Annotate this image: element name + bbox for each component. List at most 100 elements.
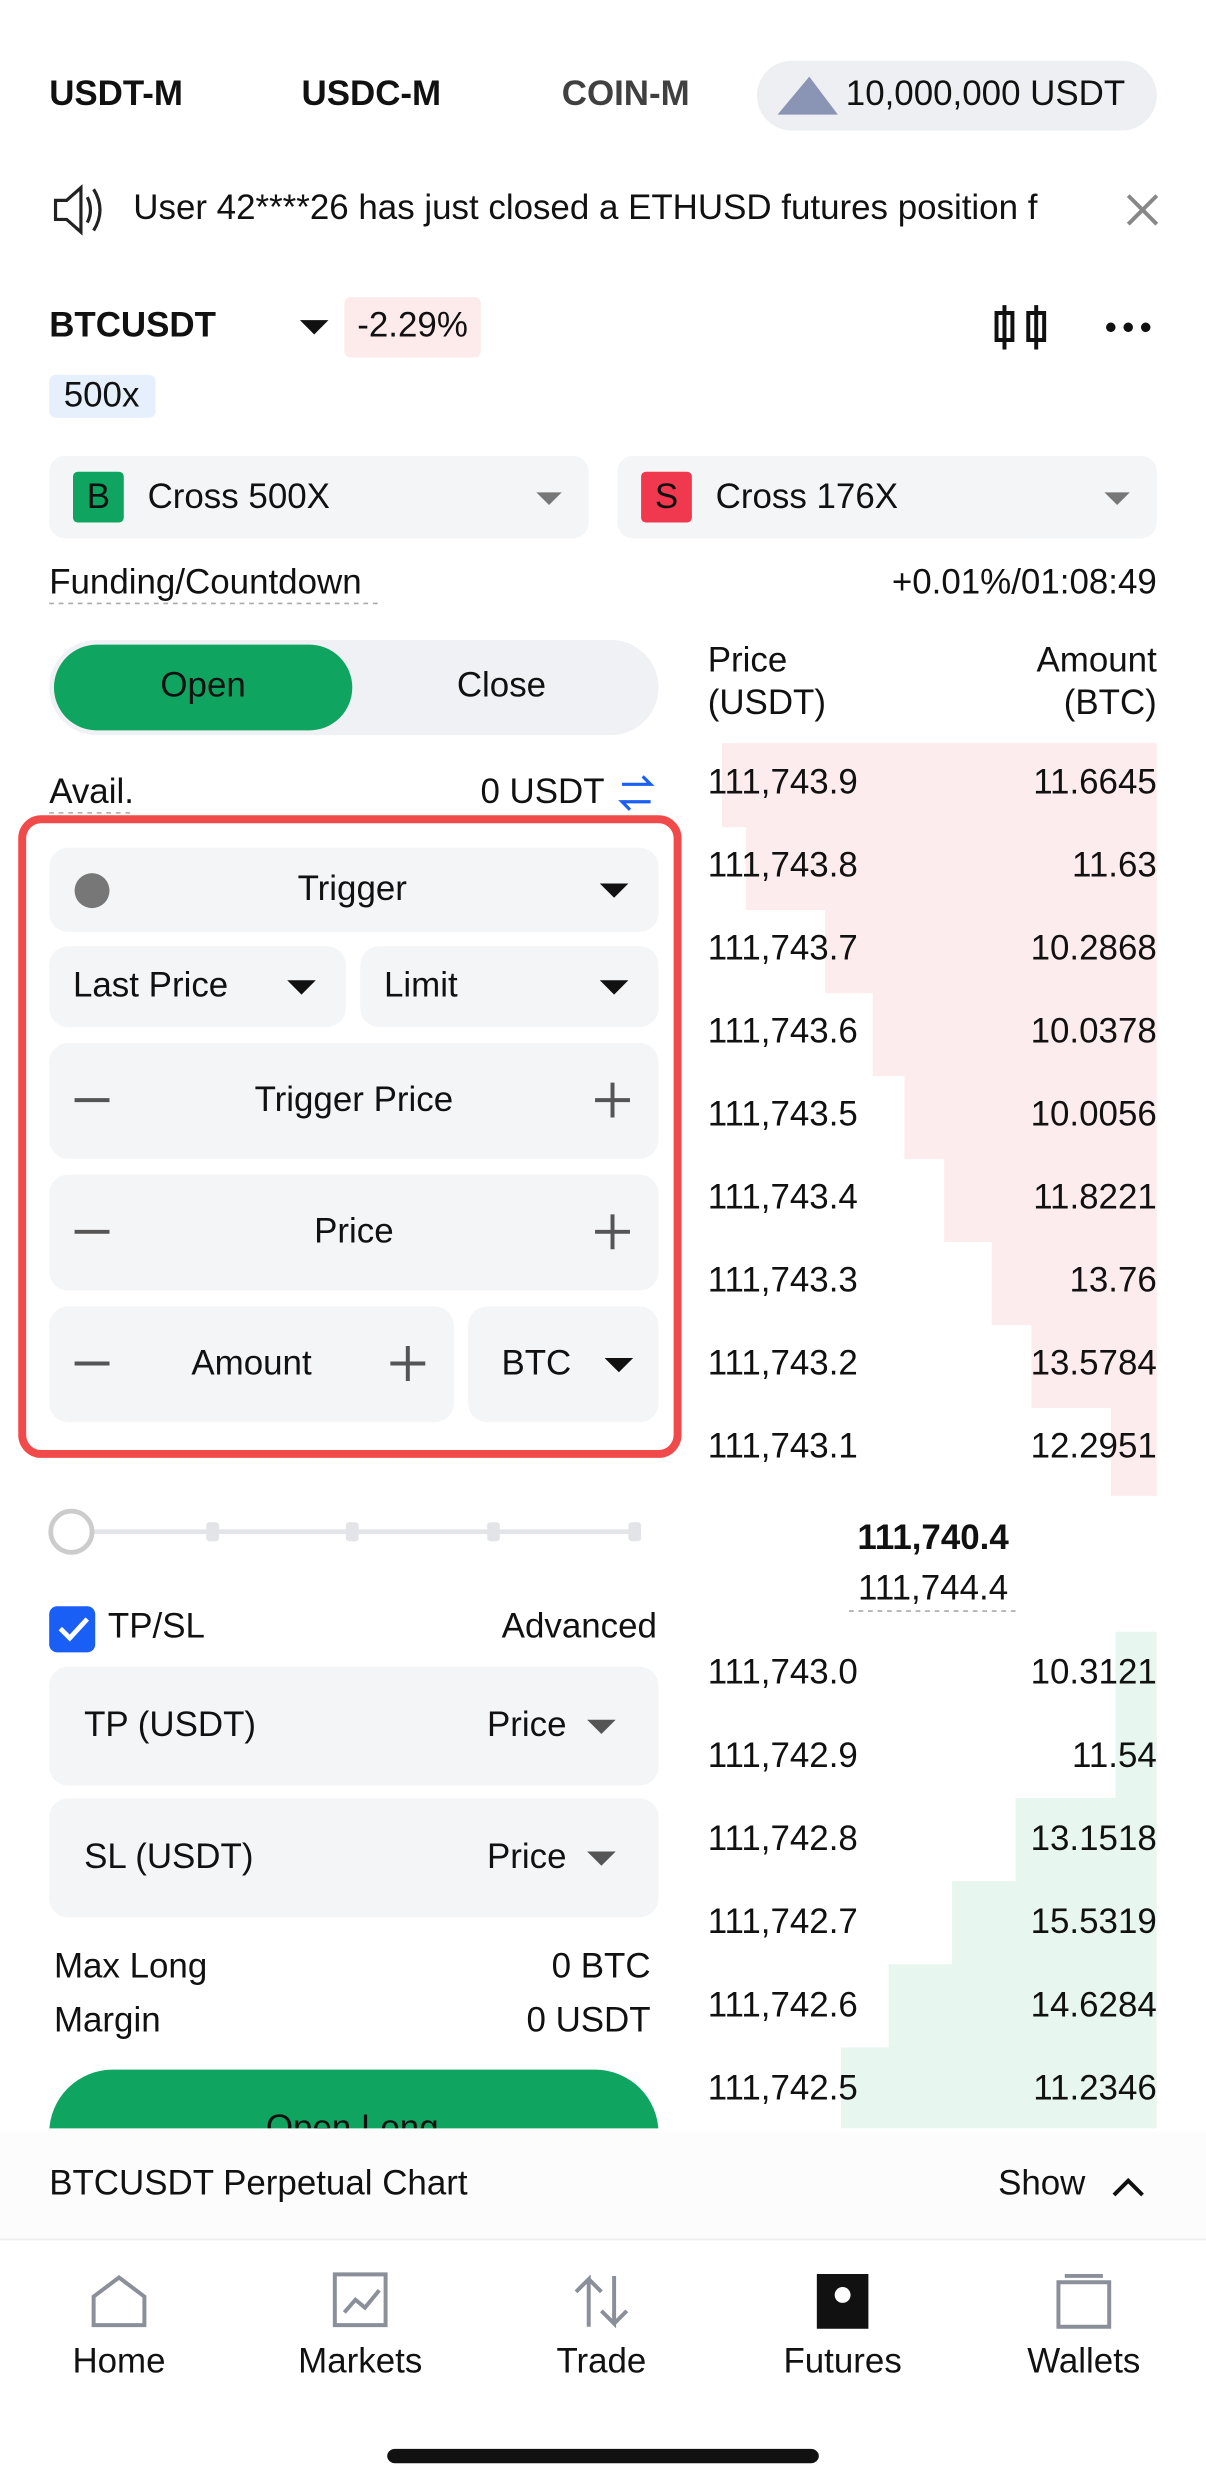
sl-mode: Price: [487, 1837, 567, 1876]
sl-placeholder: SL (USDT): [84, 1837, 253, 1876]
ob-price-unit: (USDT): [708, 683, 826, 722]
bid-amount: 15.5319: [1031, 1902, 1157, 1941]
funding-value: +0.01%/01:08:49: [892, 563, 1157, 602]
speaker-icon: [53, 184, 102, 236]
nav-label: Futures: [783, 2341, 901, 2380]
nav-icon[interactable]: [1056, 2273, 1112, 2329]
plus-icon[interactable]: [595, 1214, 630, 1250]
margin-dropdown[interactable]: [49, 455, 589, 539]
bid-depth: [1115, 1631, 1157, 1716]
nav-icon[interactable]: [574, 2274, 629, 2329]
bid-price: 111,742.7: [708, 1902, 858, 1941]
change-pill: [344, 297, 481, 358]
trigger-price-placeholder: Trigger Price: [255, 1080, 454, 1119]
ask-depth: [1031, 1324, 1157, 1409]
margin-badge: [72, 471, 124, 523]
ask-amount: 11.6645: [1033, 763, 1157, 802]
ask-price: 111,743.2: [708, 1343, 858, 1382]
open-tab-text: Open: [160, 666, 245, 705]
dropdown-arrow: [587, 1719, 616, 1735]
order-type-dropdown[interactable]: [49, 847, 659, 932]
chart-icon[interactable]: [994, 305, 1047, 350]
market-tab: USDT-M: [49, 74, 183, 113]
exec-type-dropdown[interactable]: [360, 946, 659, 1028]
slider-tick: [345, 1522, 359, 1542]
price-type: Last Price: [73, 966, 228, 1005]
close-notice[interactable]: [1126, 194, 1159, 226]
bid-amount: 10.3121: [1031, 1653, 1157, 1692]
mark-price: 111,744.4: [858, 1569, 1008, 1608]
funding-label: Funding/Countdown: [49, 563, 361, 602]
slider-tick: [628, 1522, 642, 1542]
ask-price: 111,743.7: [708, 929, 858, 968]
margin-mode: Cross 176X: [716, 477, 898, 516]
bid-depth: [1015, 1797, 1157, 1883]
tpsl-checkbox[interactable]: [49, 1606, 96, 1653]
summary-value: 0 USDT: [526, 2000, 650, 2039]
sl-input[interactable]: [49, 1798, 659, 1918]
bid-depth: [888, 1964, 1157, 2049]
leverage: 500x: [64, 375, 140, 414]
tp-mode: Price: [487, 1705, 567, 1744]
unit: BTC: [501, 1343, 571, 1382]
bid-amount: 14.6284: [1031, 1985, 1157, 2024]
dropdown-arrow: [604, 1357, 634, 1373]
ask-depth: [904, 1075, 1157, 1160]
price-type-dropdown[interactable]: [49, 946, 346, 1028]
ask-price: 111,743.9: [708, 763, 858, 802]
open-tab[interactable]: [53, 644, 353, 731]
bid-price: 111,742.9: [708, 1736, 858, 1775]
summary-label: Margin: [54, 2000, 161, 2039]
order-type: Trigger: [298, 869, 408, 908]
bid-depth: [1115, 1714, 1157, 1799]
ask-depth: [872, 992, 1157, 1077]
margin-badge-text: B: [87, 477, 110, 516]
summary-label: Max Long: [54, 1946, 207, 1985]
ask-price: 111,743.5: [708, 1095, 858, 1134]
bid-depth: [952, 1881, 1157, 1966]
symbol: BTCUSDT: [49, 306, 216, 345]
unit-dropdown[interactable]: [468, 1306, 659, 1423]
chevron-up[interactable]: [1112, 2177, 1144, 2197]
more-dot: [1123, 322, 1134, 333]
bid-amount: 11.2346: [1033, 2069, 1157, 2108]
dropdown-arrow: [587, 1851, 616, 1866]
ask-amount: 11.63: [1072, 846, 1157, 885]
more-dot: [1140, 322, 1151, 333]
ask-amount: 12.2951: [1031, 1426, 1157, 1465]
tp-input[interactable]: [49, 1666, 659, 1786]
avail-value: 0 USDT: [480, 772, 604, 811]
ask-depth: [944, 1158, 1157, 1243]
plus-icon[interactable]: [595, 1082, 630, 1118]
nav-icon[interactable]: [332, 2272, 388, 2328]
last-price: 111,740.4: [857, 1518, 1009, 1557]
ob-amount-unit: (BTC): [1064, 683, 1157, 722]
trigger-price-input[interactable]: [49, 1042, 659, 1159]
plus-icon[interactable]: [390, 1346, 426, 1381]
nav-label: Markets: [298, 2341, 422, 2380]
slider-tick: [206, 1522, 219, 1542]
ask-amount: 10.0378: [1031, 1012, 1157, 1051]
ask-depth: [745, 826, 1157, 911]
price-input[interactable]: [49, 1174, 659, 1291]
margin-dropdown[interactable]: [617, 455, 1157, 539]
amount-input[interactable]: [49, 1306, 454, 1423]
info-icon: [74, 873, 110, 909]
nav-icon-dot: [834, 2287, 851, 2303]
dropdown-arrow: [287, 980, 316, 995]
bid-price: 111,742.5: [708, 2069, 858, 2108]
close-tab-text: Close: [457, 666, 546, 705]
dropdown-arrow: [599, 883, 629, 898]
tpsl-label: TP/SL: [108, 1607, 205, 1646]
leverage-pill: [49, 374, 156, 418]
nav-icon[interactable]: [91, 2275, 147, 2328]
chart-bar: [0, 2131, 1206, 2240]
ob-amount-header: Amount: [1036, 640, 1157, 679]
notice: User 42****26 has just closed a ETHUSD f…: [133, 188, 1037, 227]
highlight-box: [18, 815, 682, 1458]
change: -2.29%: [357, 306, 468, 345]
slider-handle[interactable]: [48, 1508, 95, 1555]
margin-badge-text: S: [655, 477, 678, 516]
advanced: Advanced: [502, 1607, 657, 1646]
